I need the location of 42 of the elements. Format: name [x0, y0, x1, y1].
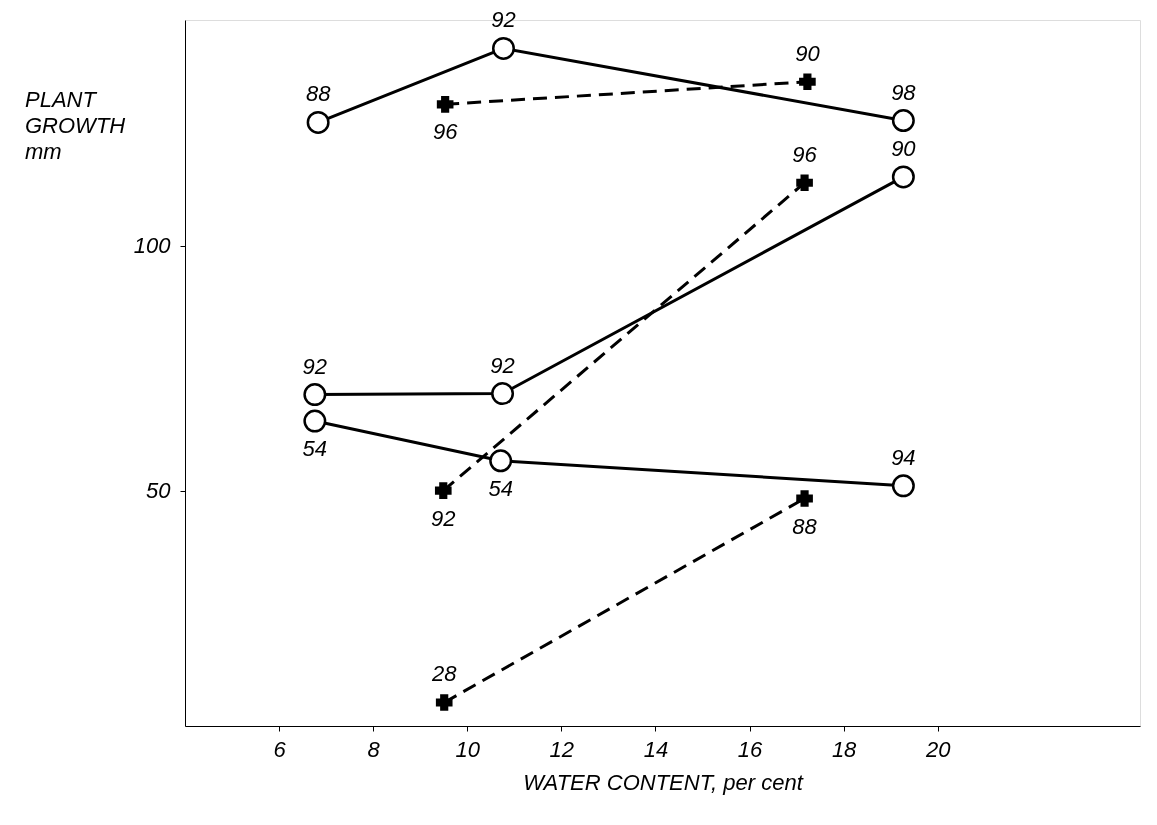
- x-axis-title: WATER CONTENT, per cent: [523, 769, 804, 795]
- annotation: 98: [891, 79, 917, 105]
- point: [799, 73, 816, 91]
- point: [891, 109, 915, 132]
- point: [891, 165, 915, 189]
- point: [303, 409, 327, 433]
- annotation: 92: [302, 353, 328, 379]
- x-tick-label: 14: [643, 736, 669, 762]
- point: [491, 36, 515, 60]
- x-tick-label: 6: [273, 736, 287, 762]
- annotation: 92: [431, 505, 456, 531]
- y-tick-label: 100: [133, 233, 172, 259]
- annotation: 88: [792, 513, 818, 539]
- annotation: 92: [491, 7, 516, 33]
- y-tick-label: 50: [146, 478, 172, 504]
- point: [796, 490, 813, 507]
- x-tick-label: 12: [549, 736, 575, 762]
- annotation: 90: [891, 135, 917, 161]
- x-tick-label: 10: [455, 736, 481, 762]
- point: [489, 449, 513, 473]
- annotation: 96: [792, 141, 818, 167]
- annotation: 54: [488, 475, 513, 501]
- annotation: 54: [302, 436, 328, 462]
- x-tick-label: 18: [831, 736, 858, 762]
- point: [306, 110, 330, 134]
- annotation: 28: [430, 661, 458, 687]
- annotation: 92: [490, 352, 515, 378]
- point: [436, 96, 454, 113]
- point: [434, 482, 452, 499]
- annotation: 94: [891, 444, 916, 470]
- x-tick-label: 20: [924, 736, 952, 762]
- point: [435, 694, 453, 711]
- annotation: 88: [305, 81, 332, 107]
- point: [891, 474, 915, 498]
- point: [796, 174, 813, 192]
- point: [303, 383, 327, 407]
- x-tick-label: 16: [737, 736, 764, 762]
- annotation: 90: [795, 40, 821, 66]
- y-axis-title: PLANT GROWTH mm: [25, 87, 126, 164]
- annotation: 96: [432, 119, 459, 145]
- x-tick-label: 8: [367, 736, 381, 762]
- point: [491, 382, 515, 406]
